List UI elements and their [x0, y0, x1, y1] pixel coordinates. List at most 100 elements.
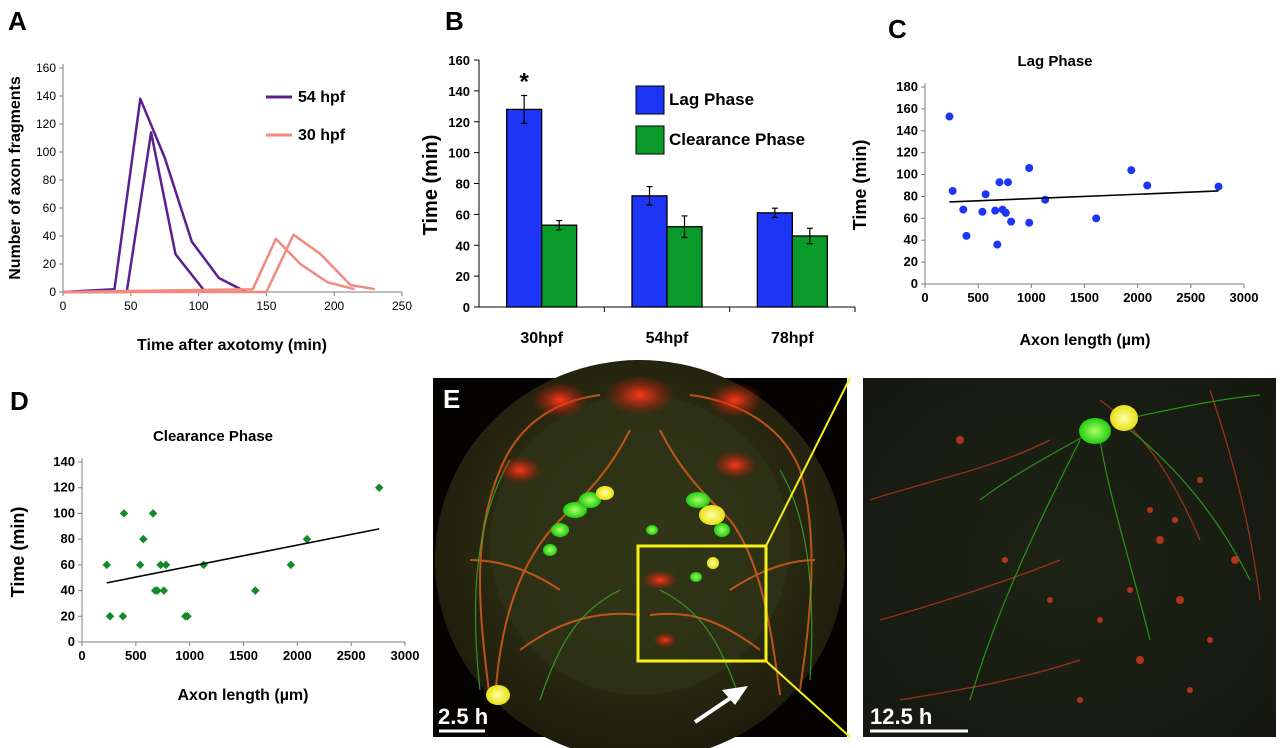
x-axis-title: Axon length (µm)	[1020, 332, 1151, 349]
x-tick-label: 2000	[1123, 290, 1152, 305]
data-point	[1001, 208, 1010, 217]
data-point	[1127, 166, 1136, 175]
y-axis-title: Time (min)	[850, 140, 870, 231]
chart-a: 0 20 40 60 80 100 120 140 160 0 50 100 150 200 250 54 h…	[7, 61, 412, 354]
data-point	[139, 534, 148, 544]
legend-label: 30 hpf	[298, 127, 346, 144]
x-tick-label: 0	[60, 299, 67, 313]
micrograph-zoom: 12.5 h	[863, 378, 1276, 737]
x-tick-label: 2000	[283, 648, 312, 663]
data-point	[135, 560, 145, 570]
y-tick-label: 100	[53, 505, 75, 520]
x-tick-label: 3000	[1230, 290, 1259, 305]
y-tick-label: 80	[456, 177, 470, 192]
data-point	[1003, 178, 1012, 187]
y-tick-label: 120	[896, 145, 918, 160]
zoom-region-box	[636, 544, 768, 663]
y-tick-label: 120	[36, 117, 56, 131]
data-point	[251, 586, 260, 595]
bar-0	[506, 108, 543, 308]
y-tick-label: 180	[896, 79, 918, 94]
data-point	[105, 612, 115, 621]
data-point	[159, 586, 169, 595]
x-axis-title: Time after axotomy (min)	[137, 337, 327, 354]
y-tick-label: 160	[448, 53, 470, 68]
x-tick-label: 78hpf	[771, 330, 814, 347]
data-point	[118, 612, 128, 621]
y-tick-label: 20	[43, 257, 57, 271]
data-point	[1092, 214, 1101, 223]
zoom-connector-top	[765, 377, 851, 547]
y-tick-label: 40	[43, 229, 57, 243]
series-line-0	[62, 97, 247, 294]
micrograph-panel-e: 2.5 h E	[433, 360, 847, 748]
y-axis-title: Time (min)	[8, 507, 28, 598]
scale-label-panel-e: 2.5 h	[438, 704, 488, 729]
y-axis-title: Time (min)	[420, 135, 442, 236]
legend-label: Lag Phase	[669, 90, 754, 109]
legend-swatch	[635, 125, 665, 155]
scale-label-zoom: 12.5 h	[870, 704, 932, 729]
y-tick-label: 60	[456, 207, 470, 222]
legend-label: 54 hpf	[298, 89, 346, 106]
arrow-icon	[693, 686, 748, 724]
series-line-3	[63, 233, 376, 294]
data-point	[995, 178, 1004, 187]
x-tick-label: 2500	[1176, 290, 1205, 305]
y-tick-label: 100	[36, 145, 56, 159]
x-tick-label: 1500	[1070, 290, 1099, 305]
x-tick-label: 30hpf	[520, 330, 563, 347]
x-tick-label: 54hpf	[646, 330, 689, 347]
x-tick-label: 500	[125, 648, 147, 663]
y-tick-label: 40	[904, 232, 918, 247]
x-tick-label: 500	[967, 290, 989, 305]
y-tick-label: 140	[53, 454, 75, 469]
data-point	[959, 205, 968, 214]
x-tick-label: 1500	[229, 648, 258, 663]
legend-swatch	[635, 85, 665, 115]
x-axis-title: Axon length (µm)	[178, 687, 309, 704]
panel-letter-d: D	[10, 386, 29, 416]
chart-title: Clearance Phase	[153, 428, 273, 445]
y-tick-label: 60	[61, 557, 75, 572]
trend-line	[949, 190, 1219, 203]
y-tick-label: 160	[36, 61, 56, 75]
x-tick-label: 150	[256, 299, 276, 313]
bar-1	[666, 226, 703, 308]
x-tick-label: 2500	[337, 648, 366, 663]
x-tick-label: 1000	[1017, 290, 1046, 305]
y-tick-label: 80	[904, 188, 918, 203]
trend-line	[106, 528, 380, 584]
data-point	[1041, 195, 1050, 204]
panel-letter-c: C	[888, 14, 907, 44]
panel-letter-a: A	[8, 6, 27, 36]
chart-title: Lag Phase	[1017, 53, 1092, 70]
data-point	[1007, 217, 1016, 226]
zoom-connector-bottom	[765, 660, 851, 738]
y-tick-label: 40	[61, 583, 75, 598]
y-tick-label: 80	[61, 531, 75, 546]
data-point	[102, 560, 112, 570]
y-tick-label: 40	[456, 238, 470, 253]
y-tick-label: 140	[448, 84, 470, 99]
legend-label: Clearance Phase	[669, 130, 805, 149]
y-tick-label: 20	[61, 608, 75, 623]
y-tick-label: 120	[53, 480, 75, 495]
y-tick-label: 0	[463, 300, 470, 315]
bar-1	[541, 224, 578, 308]
y-tick-label: 120	[448, 115, 470, 130]
data-point	[302, 534, 312, 544]
data-point	[1214, 182, 1223, 191]
data-point	[286, 560, 296, 570]
bar-0	[756, 212, 793, 308]
series-line-2	[62, 237, 355, 294]
series-line-1	[63, 131, 207, 294]
y-tick-label: 80	[43, 173, 57, 187]
bar-0	[631, 195, 668, 308]
y-tick-label: 140	[36, 89, 56, 103]
y-tick-label: 20	[456, 269, 470, 284]
y-tick-label: 0	[68, 634, 75, 649]
x-tick-label: 200	[324, 299, 344, 313]
data-point	[148, 509, 158, 518]
data-point	[945, 112, 954, 121]
